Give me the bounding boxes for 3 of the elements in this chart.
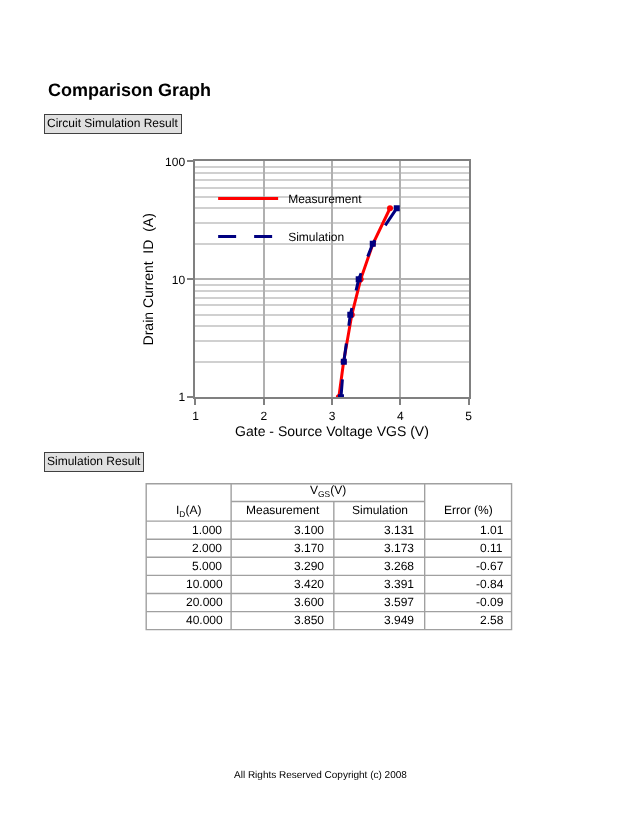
chart-title: Comparison Graph — [48, 80, 212, 100]
point — [387, 205, 394, 212]
point — [393, 205, 400, 212]
